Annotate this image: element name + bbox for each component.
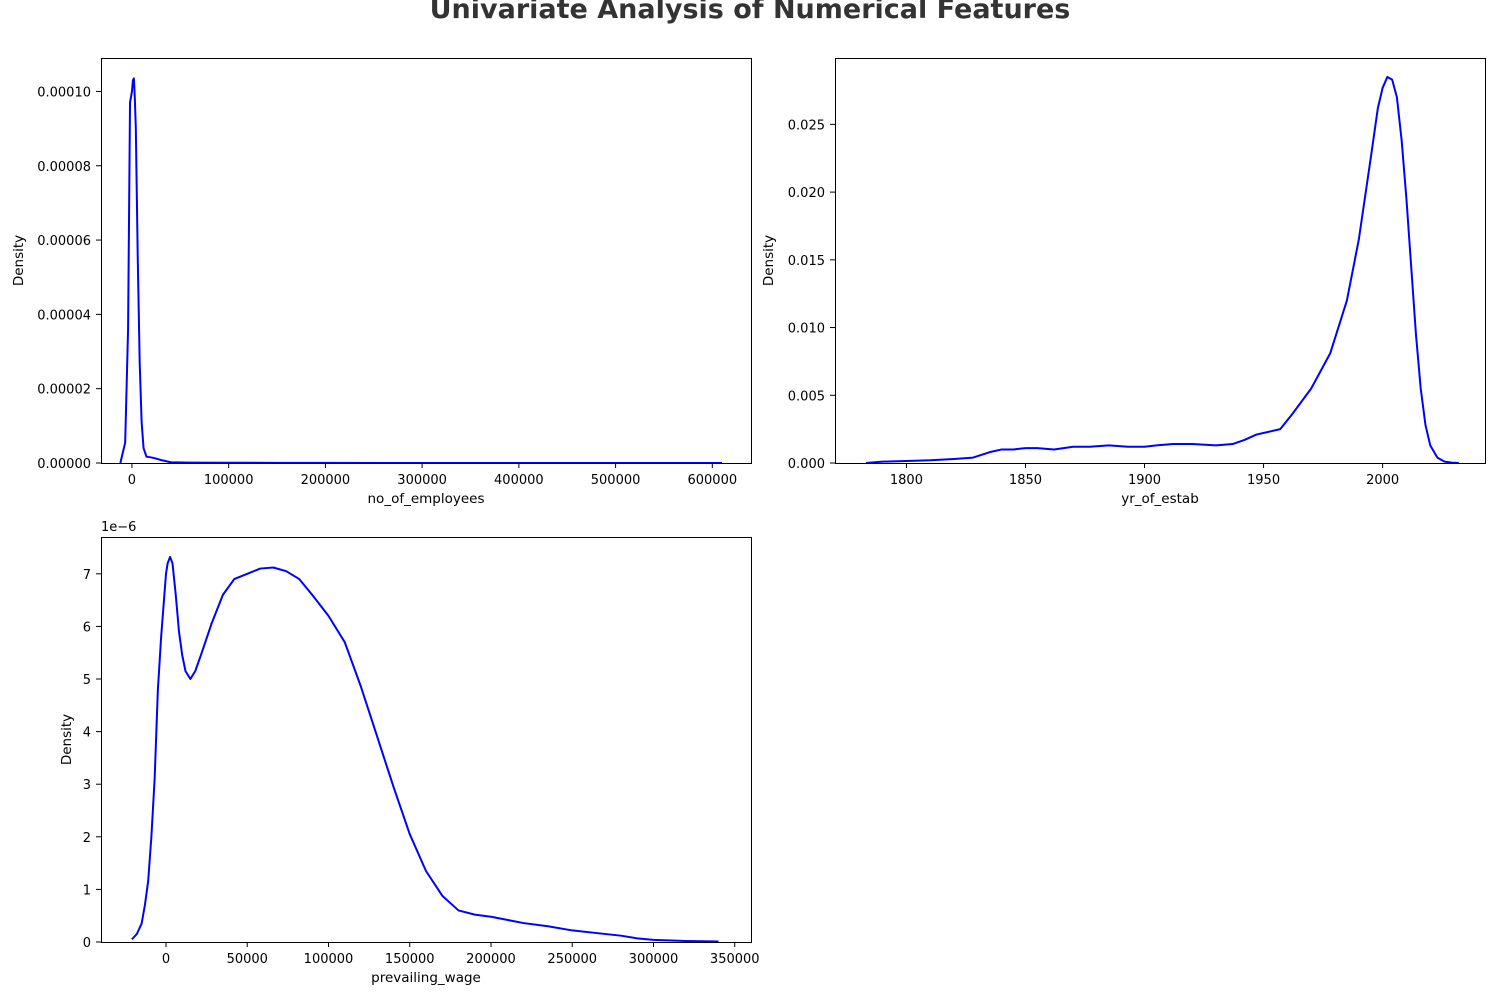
axes-frame xyxy=(835,58,1486,464)
y-tick-label: 7 xyxy=(83,568,91,583)
y-tick-label: 6 xyxy=(83,620,91,635)
offset-text: 1e−6 xyxy=(101,520,136,535)
x-axis-label: no_of_employees xyxy=(368,491,485,507)
x-tick-label: 150000 xyxy=(385,952,435,967)
kde-line xyxy=(119,77,722,464)
figure-title: Univariate Analysis of Numerical Feature… xyxy=(429,0,1071,25)
y-tick-label: 0.00008 xyxy=(37,160,91,175)
y-tick-label: 0.00000 xyxy=(37,457,91,472)
y-tick-label: 0.005 xyxy=(788,389,825,404)
x-tick-label: 200000 xyxy=(301,473,351,488)
x-tick-label: 2000 xyxy=(1366,473,1399,488)
y-tick-label: 0.00004 xyxy=(37,308,91,323)
axes-frame xyxy=(101,58,752,464)
x-tick-label: 500000 xyxy=(591,473,641,488)
y-tick-label: 5 xyxy=(83,673,91,688)
y-tick-label: 0.00010 xyxy=(37,85,91,100)
x-tick-label: 300000 xyxy=(629,952,679,967)
x-tick-label: 600000 xyxy=(687,473,737,488)
x-tick-label: 1850 xyxy=(1009,473,1042,488)
y-tick-label: 0.00002 xyxy=(37,383,91,398)
y-tick-label: 0.000 xyxy=(788,457,825,472)
subplot-1: 0 100000 200000 300000 400000 500000 600000 0.0… xyxy=(11,58,752,507)
y-tick-label: 0.015 xyxy=(788,254,825,269)
y-tick-label: 0.00006 xyxy=(37,234,91,249)
y-tick-label: 0 xyxy=(83,936,91,951)
y-tick-label: 3 xyxy=(83,778,91,793)
x-tick-label: 100000 xyxy=(304,952,354,967)
x-tick-label: 300000 xyxy=(397,473,447,488)
y-tick-label: 0.020 xyxy=(788,186,825,201)
subplot-3: 0 50000 100000 150000 200000 250000 300000 3500… xyxy=(59,520,760,986)
x-tick-label: 1950 xyxy=(1247,473,1280,488)
x-axis-label: prevailing_wage xyxy=(371,970,481,986)
x-axis-label: yr_of_estab xyxy=(1121,491,1199,507)
x-tick-label: 50000 xyxy=(227,952,268,967)
subplot-2: 1800 1850 1900 1950 2000 0.000 0.005 0.010 0.015… xyxy=(761,58,1486,507)
x-tick-label: 400000 xyxy=(494,473,544,488)
kde-line xyxy=(131,555,719,943)
y-tick-label: 1 xyxy=(83,883,91,898)
x-tick-label: 350000 xyxy=(710,952,760,967)
y-axis-label: Density xyxy=(59,714,75,765)
y-tick-label: 0.025 xyxy=(788,118,825,133)
kde-line xyxy=(865,75,1459,464)
x-tick-label: 1900 xyxy=(1128,473,1161,488)
x-tick-label: 1800 xyxy=(890,473,923,488)
x-tick-label: 250000 xyxy=(547,952,597,967)
y-axis-label: Density xyxy=(761,235,777,286)
x-tick-label: 0 xyxy=(128,473,136,488)
axes-frame xyxy=(101,537,752,943)
y-tick-label: 4 xyxy=(83,726,91,741)
x-tick-label: 200000 xyxy=(466,952,516,967)
y-tick-label: 2 xyxy=(83,831,91,846)
x-tick-label: 100000 xyxy=(204,473,254,488)
y-tick-label: 0.010 xyxy=(788,322,825,337)
x-tick-label: 0 xyxy=(162,952,170,967)
y-axis-label: Density xyxy=(11,235,27,286)
